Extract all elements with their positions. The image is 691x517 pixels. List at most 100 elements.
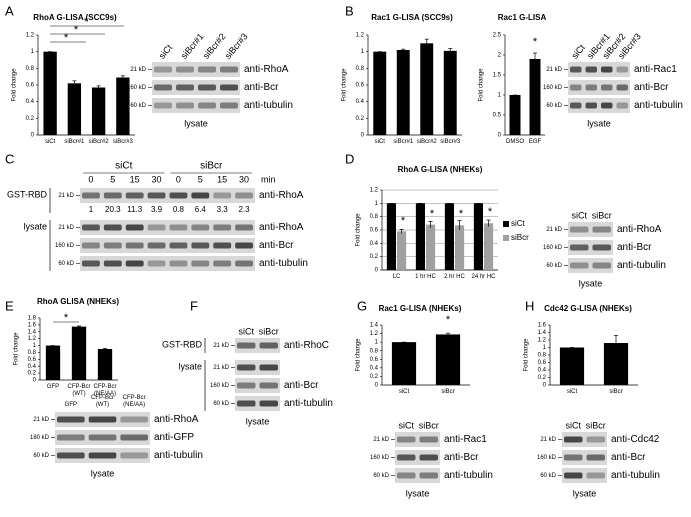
significance-star: * xyxy=(446,314,451,326)
y-axis-label: Fold change xyxy=(479,68,485,102)
panel-letter: C xyxy=(5,151,14,166)
lane-label: CFP-Bcr (NE/AA) xyxy=(122,395,146,408)
blot-strip xyxy=(395,450,440,465)
y-tick-label: 0 xyxy=(498,133,502,139)
bar xyxy=(45,345,61,380)
blot-strip xyxy=(568,62,630,77)
y-tick-label: 0.2 xyxy=(370,374,379,380)
y-tick-label: 0.2 xyxy=(28,371,37,377)
lane-label: CFP-Bcr (WT) xyxy=(90,395,114,408)
kd-label: 21 kD xyxy=(373,437,389,443)
y-tick-label: 0.8 xyxy=(356,66,365,72)
blot-band xyxy=(237,364,256,371)
blot-band xyxy=(125,224,144,231)
y-tick-label: 1.8 xyxy=(28,316,37,322)
lane-label: siBcr#3 xyxy=(223,31,250,60)
y-tick-label: 0 xyxy=(375,383,379,389)
antibody-label: anti-Bcr xyxy=(617,242,652,253)
blot-band xyxy=(586,454,605,461)
x-tick-label: siBcr#1 xyxy=(393,139,414,145)
blot-band xyxy=(103,242,122,249)
y-tick-label: 1.4 xyxy=(370,323,379,329)
y-tick-label: 1 xyxy=(375,340,379,346)
blot-strip xyxy=(395,468,440,483)
blot-band xyxy=(169,224,188,231)
kd-label: 21 kD xyxy=(213,343,229,349)
blot-band xyxy=(259,382,278,389)
quantification: 20.3 xyxy=(105,205,121,214)
blot-band xyxy=(82,260,100,267)
blot-band xyxy=(88,416,117,423)
antibody-label: anti-tubulin xyxy=(244,100,293,111)
blot-band xyxy=(147,224,166,231)
antibody-label: anti-Bcr xyxy=(259,240,294,251)
blot-band xyxy=(397,472,416,479)
quantification: 3.3 xyxy=(217,205,229,214)
kd-label: 21 kD xyxy=(33,417,49,423)
y-tick-label: 0.2 xyxy=(26,116,35,122)
y-tick-label: 1 xyxy=(375,201,379,207)
section-label: lysate xyxy=(178,361,202,371)
x-tick-label: siBcr#3 xyxy=(112,139,133,145)
blot-strip xyxy=(235,360,280,375)
blot-band xyxy=(57,416,85,423)
y-tick-label: 1 xyxy=(498,93,502,99)
antibody-label: anti-RhoA xyxy=(244,64,289,75)
bar xyxy=(396,50,410,135)
bar xyxy=(67,83,82,135)
blot-caption: lysate xyxy=(184,118,208,128)
y-tick-label: 2 xyxy=(498,53,502,59)
y-tick-label: 0.4 xyxy=(370,241,379,247)
x-tick-label: GFP xyxy=(46,384,60,390)
blot-band xyxy=(147,192,166,199)
lane-label: 15 xyxy=(130,174,140,184)
significance-star: * xyxy=(64,312,69,324)
kd-label: 160 kD xyxy=(370,455,390,461)
x-tick-label: siBcr#2 xyxy=(416,139,437,145)
antibody-label: anti-Bcr xyxy=(611,452,646,463)
blot-band xyxy=(88,452,117,459)
blot-band xyxy=(235,224,253,231)
y-tick-label: 0 xyxy=(33,378,37,384)
blot-band xyxy=(616,84,628,91)
blot-strip xyxy=(235,396,280,411)
blot-band xyxy=(592,226,611,233)
bar xyxy=(420,43,434,136)
y-axis-label: Fold change xyxy=(524,338,530,372)
blot-band xyxy=(220,66,238,73)
x-tick-label: siBcr#2 xyxy=(88,139,109,145)
y-tick-label: 0.4 xyxy=(370,365,379,371)
lane-label: GFP xyxy=(64,402,77,408)
blot-strip xyxy=(568,222,613,237)
blot-band xyxy=(570,84,582,91)
chart-title: Rac1 G-LISA (NHEKs) xyxy=(379,304,462,313)
bar xyxy=(415,203,425,270)
y-tick-label: 1.2 xyxy=(538,338,547,344)
x-tick-label: siBcr xyxy=(609,389,623,395)
bar xyxy=(444,203,454,270)
antibody-label: anti-tubulin xyxy=(284,398,333,409)
lane-label: siCt xyxy=(566,420,582,430)
blot-strip xyxy=(568,80,630,95)
kd-label: 21 kD xyxy=(546,227,562,233)
blot-band xyxy=(592,244,611,251)
y-tick-label: 1.2 xyxy=(370,188,379,194)
x-tick-label: EGF xyxy=(528,139,542,145)
y-tick-label: 1.4 xyxy=(538,330,547,336)
blot-band xyxy=(169,260,188,267)
blot-caption: lysate xyxy=(91,468,115,478)
bar xyxy=(443,50,457,136)
significance-star: * xyxy=(488,206,493,218)
chart-title: RhoA G-LISA (NHEKs) xyxy=(398,165,483,174)
blot-band xyxy=(120,416,148,423)
legend-label: siCt xyxy=(511,219,526,228)
blot-band xyxy=(103,224,122,231)
blot-strip xyxy=(152,98,240,113)
y-tick-label: 0.8 xyxy=(538,353,547,359)
antibody-label: anti-Bcr xyxy=(634,82,669,93)
blot-band xyxy=(237,342,256,349)
blot-band xyxy=(120,452,148,459)
blot-band xyxy=(237,382,256,389)
y-tick-label: 0.2 xyxy=(370,254,379,260)
y-tick-label: 0.4 xyxy=(26,99,35,105)
